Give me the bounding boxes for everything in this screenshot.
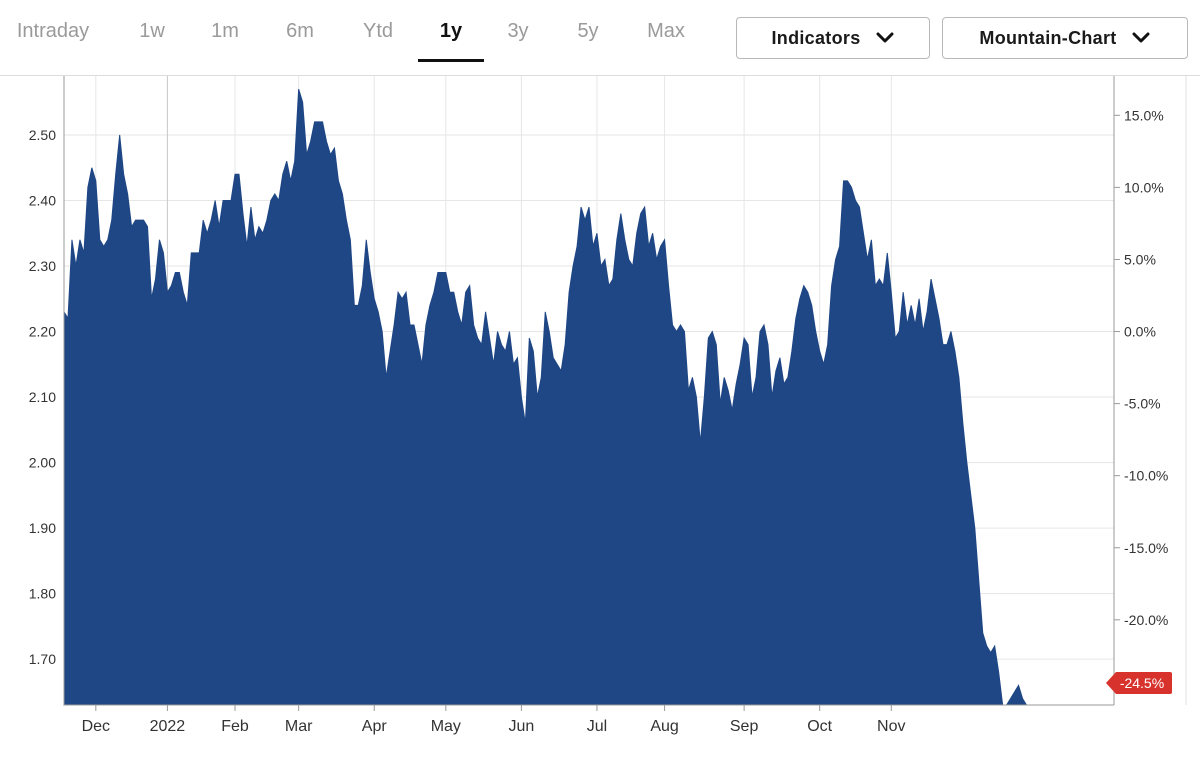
chevron-down-icon bbox=[876, 32, 894, 43]
price-area bbox=[63, 88, 1114, 706]
tab-1w[interactable]: 1w bbox=[139, 20, 165, 42]
y-right-tick-label: 5.0% bbox=[1124, 251, 1156, 267]
tab-5y[interactable]: 5y bbox=[577, 20, 599, 42]
chart-type-label: Mountain-Chart bbox=[979, 27, 1117, 48]
y-left-tick-label: 1.90 bbox=[29, 520, 56, 536]
y-right-tick-label: 10.0% bbox=[1124, 179, 1164, 195]
y-left-tick-label: 2.10 bbox=[29, 389, 56, 405]
x-tick-label: Feb bbox=[221, 718, 249, 735]
x-tick-label: Dec bbox=[82, 718, 110, 735]
y-left-tick-label: 2.00 bbox=[29, 455, 56, 471]
indicators-label: Indicators bbox=[771, 27, 861, 48]
y-left-tick-label: 2.40 bbox=[29, 192, 56, 208]
y-right-tick-label: 15.0% bbox=[1124, 107, 1164, 123]
x-tick-label: Mar bbox=[285, 718, 313, 735]
tab-ytd[interactable]: Ytd bbox=[362, 20, 394, 42]
x-tick-label: Apr bbox=[362, 718, 388, 735]
x-tick-label: Jun bbox=[508, 718, 534, 735]
x-tick-label: 2022 bbox=[150, 718, 186, 735]
y-left-tick-label: 2.20 bbox=[29, 324, 56, 340]
y-right-tick-label: -10.0% bbox=[1124, 468, 1168, 484]
y-right-tick-label: -5.0% bbox=[1124, 396, 1161, 412]
change-badge-label: -24.5% bbox=[1120, 675, 1164, 691]
y-left-tick-label: 1.80 bbox=[29, 586, 56, 602]
tab-6m[interactable]: 6m bbox=[286, 20, 314, 42]
indicators-dropdown[interactable]: Indicators bbox=[736, 17, 930, 59]
tab-max[interactable]: Max bbox=[647, 20, 685, 42]
chevron-down-icon bbox=[1132, 32, 1150, 43]
x-tick-label: Sep bbox=[730, 718, 759, 735]
change-badge bbox=[1106, 672, 1172, 694]
tab-intraday[interactable]: Intraday bbox=[16, 20, 90, 42]
x-tick-label: May bbox=[431, 718, 461, 735]
x-tick-label: Nov bbox=[877, 718, 905, 735]
x-tick-label: Aug bbox=[650, 718, 678, 735]
x-tick-label: Jul bbox=[587, 718, 607, 735]
tab-1y[interactable]: 1y bbox=[418, 0, 484, 62]
chart-type-dropdown[interactable]: Mountain-Chart bbox=[942, 17, 1188, 59]
y-right-tick-label: -15.0% bbox=[1124, 540, 1168, 556]
tab-1m[interactable]: 1m bbox=[211, 20, 239, 42]
y-left-tick-label: 1.70 bbox=[29, 651, 56, 667]
x-tick-label: Oct bbox=[807, 718, 832, 735]
y-right-tick-label: -20.0% bbox=[1124, 612, 1168, 628]
y-left-tick-label: 2.30 bbox=[29, 258, 56, 274]
tab-3y[interactable]: 3y bbox=[507, 20, 529, 42]
y-right-tick-label: 0.0% bbox=[1124, 324, 1156, 340]
y-left-tick-label: 2.50 bbox=[29, 127, 56, 143]
range-toolbar: Intraday 1w 1m 6m Ytd 1y 3y 5y Max Indic… bbox=[0, 0, 1200, 76]
